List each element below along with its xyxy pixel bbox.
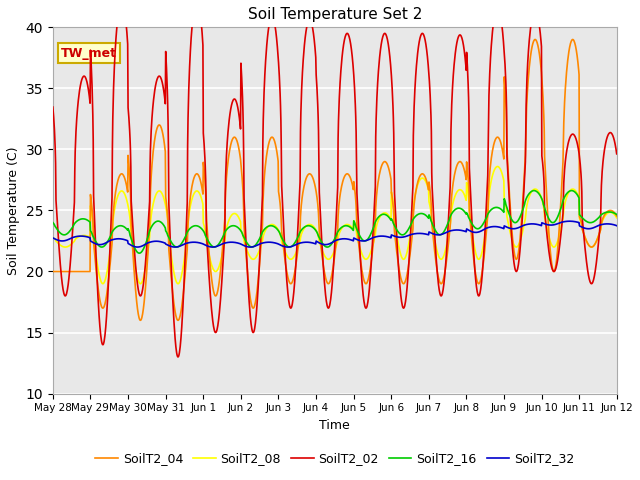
SoilT2_08 (161, 200, 169, 205)
SoilT2_04 (547, 250, 554, 256)
SoilT2_08 (493, 164, 501, 169)
SoilT2_04 (238, 170, 246, 176)
SoilT2_08 (49, 234, 57, 240)
SoilT2_02 (175, 353, 182, 359)
SoilT2_02 (423, 50, 431, 56)
SoilT2_32 (238, 241, 246, 247)
SoilT2_02 (613, 151, 621, 157)
SoilT2_32 (161, 240, 169, 246)
Line: SoilT2_32: SoilT2_32 (53, 221, 617, 247)
SoilT2_16 (238, 229, 246, 235)
SoilT2_32 (49, 235, 57, 241)
Legend: SoilT2_04, SoilT2_08, SoilT2_02, SoilT2_16, SoilT2_32: SoilT2_04, SoilT2_08, SoilT2_02, SoilT2_… (90, 447, 579, 470)
SoilT2_08 (613, 215, 621, 221)
SoilT2_16 (161, 224, 169, 230)
SoilT2_02 (193, 0, 200, 3)
SoilT2_32 (566, 218, 573, 224)
SoilT2_16 (175, 244, 182, 250)
SoilT2_02 (49, 104, 57, 110)
SoilT2_04 (49, 269, 57, 275)
Y-axis label: Soil Temperature (C): Soil Temperature (C) (7, 146, 20, 275)
SoilT2_16 (530, 188, 538, 193)
SoilT2_16 (497, 206, 504, 212)
SoilT2_16 (613, 212, 621, 217)
SoilT2_08 (423, 181, 431, 187)
SoilT2_02 (497, 14, 504, 20)
SoilT2_04 (175, 317, 182, 323)
SoilT2_32 (175, 244, 182, 250)
SoilT2_04 (161, 142, 168, 148)
SoilT2_02 (238, 84, 246, 89)
SoilT2_32 (423, 231, 431, 237)
SoilT2_04 (423, 178, 431, 184)
Text: TW_met: TW_met (61, 47, 117, 60)
SoilT2_02 (161, 94, 168, 99)
SoilT2_04 (531, 36, 539, 42)
SoilT2_04 (497, 138, 504, 144)
SoilT2_08 (497, 167, 504, 173)
Line: SoilT2_08: SoilT2_08 (53, 167, 617, 284)
SoilT2_32 (546, 222, 554, 228)
Title: Soil Temperature Set 2: Soil Temperature Set 2 (248, 7, 422, 22)
SoilT2_32 (613, 223, 621, 228)
SoilT2_16 (547, 218, 554, 224)
SoilT2_08 (175, 281, 182, 287)
SoilT2_08 (547, 239, 554, 245)
SoilT2_16 (136, 250, 143, 256)
SoilT2_32 (497, 225, 504, 230)
SoilT2_04 (613, 213, 621, 219)
SoilT2_16 (49, 220, 57, 226)
SoilT2_02 (547, 259, 554, 264)
Line: SoilT2_04: SoilT2_04 (53, 39, 617, 320)
X-axis label: Time: Time (319, 419, 350, 432)
SoilT2_08 (238, 229, 246, 235)
SoilT2_04 (174, 317, 182, 323)
Line: SoilT2_02: SoilT2_02 (53, 0, 617, 357)
SoilT2_32 (134, 244, 141, 250)
SoilT2_08 (99, 281, 107, 287)
Line: SoilT2_16: SoilT2_16 (53, 191, 617, 253)
SoilT2_16 (423, 213, 431, 219)
SoilT2_02 (174, 354, 182, 360)
